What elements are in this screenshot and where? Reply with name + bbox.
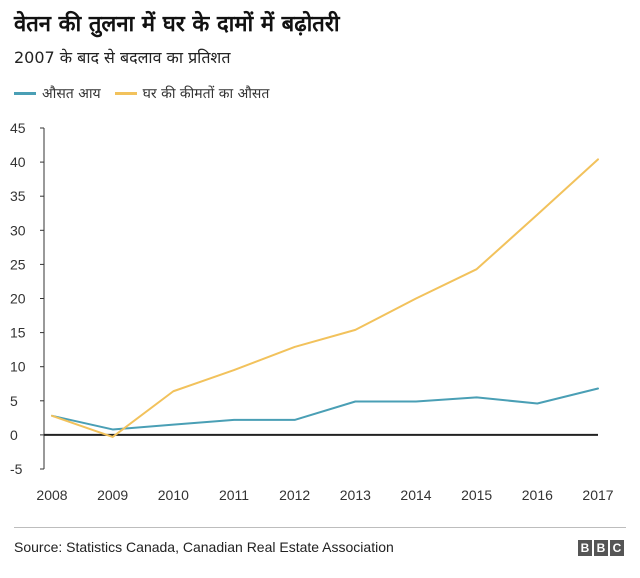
bbc-logo-letter: C <box>610 540 624 556</box>
y-tick-label: 15 <box>10 325 26 341</box>
chart-title: वेतन की तुलना में घर के दामों में बढ़ोतर… <box>14 12 340 37</box>
legend-label-house-price: घर की कीमतों का औसत <box>142 86 270 102</box>
x-tick-label: 2017 <box>582 487 613 503</box>
legend-item-income: औसत आय <box>14 84 101 103</box>
x-tick-label: 2013 <box>340 487 371 503</box>
line-chart: -5 0 5 10 15 20 25 30 35 40 45 2008 2009 2010 2011 2012… <box>10 120 614 503</box>
x-tick-label: 2009 <box>97 487 128 503</box>
legend-item-house-price: घर की कीमतों का औसत <box>114 84 270 103</box>
chart-subtitle: 2007 के बाद से बदलाव का प्रतिशत <box>14 48 231 67</box>
legend-label-income: औसत आय <box>42 86 101 102</box>
x-tick-label: 2011 <box>219 487 249 503</box>
legend-swatch-house-price <box>114 92 137 95</box>
source-note: Source: Statistics Canada, Canadian Real… <box>14 539 394 555</box>
income-line <box>51 387 599 431</box>
x-tick-label: 2015 <box>461 487 492 503</box>
bbc-logo-letter: B <box>578 540 592 556</box>
y-tick-label: 45 <box>10 120 26 136</box>
house-price-line <box>51 158 599 438</box>
y-tick-label: 40 <box>10 154 26 170</box>
y-tick-label: 35 <box>10 188 26 204</box>
y-tick-label: 5 <box>10 393 18 409</box>
legend: औसत आय घर की कीमतों का औसत <box>14 84 283 103</box>
x-tick-label: 2010 <box>158 487 189 503</box>
legend-swatch-income <box>14 92 36 95</box>
x-tick-label: 2014 <box>400 487 431 503</box>
bbc-logo-letter: B <box>594 540 608 556</box>
y-tick-label: 30 <box>10 222 26 238</box>
footer-divider <box>14 527 626 528</box>
x-tick-label: 2016 <box>522 487 553 503</box>
y-tick-label: 10 <box>10 359 26 375</box>
bbc-logo: B B C <box>578 540 624 556</box>
y-tick-label: -5 <box>10 461 23 477</box>
x-tick-label: 2012 <box>279 487 310 503</box>
y-tick-label: 0 <box>10 427 18 443</box>
y-tick-label: 20 <box>10 291 26 307</box>
y-tick-label: 25 <box>10 256 26 272</box>
x-tick-label: 2008 <box>36 487 67 503</box>
